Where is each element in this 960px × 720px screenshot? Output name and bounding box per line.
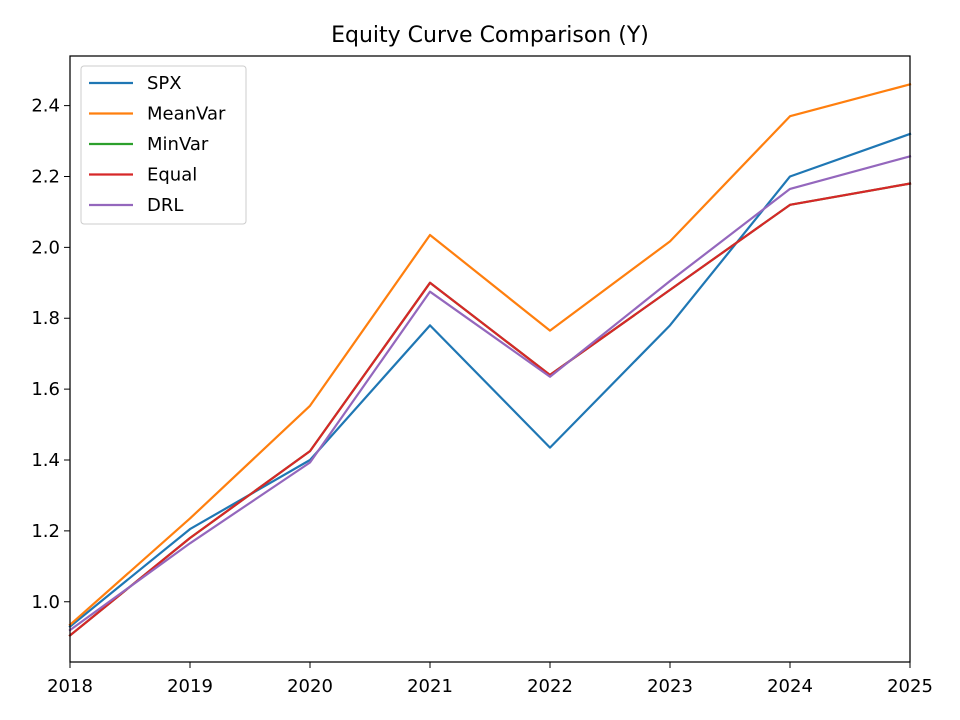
x-tick-label: 2022 [527, 676, 573, 697]
legend: SPX MeanVar MinVar Equal DRL [80, 65, 247, 225]
legend-label-spx: SPX [147, 73, 182, 94]
y-axis: 1.0 1.2 1.4 1.6 1.8 2.0 2.2 2.4 [31, 96, 70, 613]
y-tick-label: 2.2 [31, 166, 60, 187]
y-tick-label: 1.8 [31, 308, 60, 329]
y-tick-label: 1.4 [31, 450, 60, 471]
y-tick-label: 1.6 [31, 379, 60, 400]
y-tick-label: 1.2 [31, 521, 60, 542]
x-tick-label: 2023 [647, 676, 693, 697]
series-line-equal [68, 182, 912, 637]
series-line-drl [68, 154, 912, 632]
legend-box [80, 65, 247, 225]
legend-label-drl: DRL [147, 195, 183, 216]
chart-title: Equity Curve Comparison (Y) [331, 23, 649, 48]
plot-frame [69, 55, 911, 663]
x-tick-label: 2018 [47, 676, 93, 697]
x-tick-label: 2021 [407, 676, 453, 697]
y-tick-label: 1.0 [31, 592, 60, 613]
y-tick-label: 2.0 [31, 237, 60, 258]
legend-label-minvar: MinVar [147, 134, 209, 155]
x-tick-label: 2024 [767, 676, 813, 697]
legend-label-meanvar: MeanVar [147, 104, 226, 125]
x-tick-label: 2019 [167, 676, 213, 697]
series-layer [68, 83, 912, 637]
y-tick-label: 2.4 [31, 96, 60, 117]
x-tick-label: 2025 [887, 676, 933, 697]
series-line-meanvar [68, 83, 912, 627]
x-tick-label: 2020 [287, 676, 333, 697]
series-line-spx [68, 132, 912, 629]
legend-label-equal: Equal [147, 165, 197, 186]
x-axis: 2018 2019 2020 2021 2022 2023 2024 2025 [47, 662, 933, 697]
